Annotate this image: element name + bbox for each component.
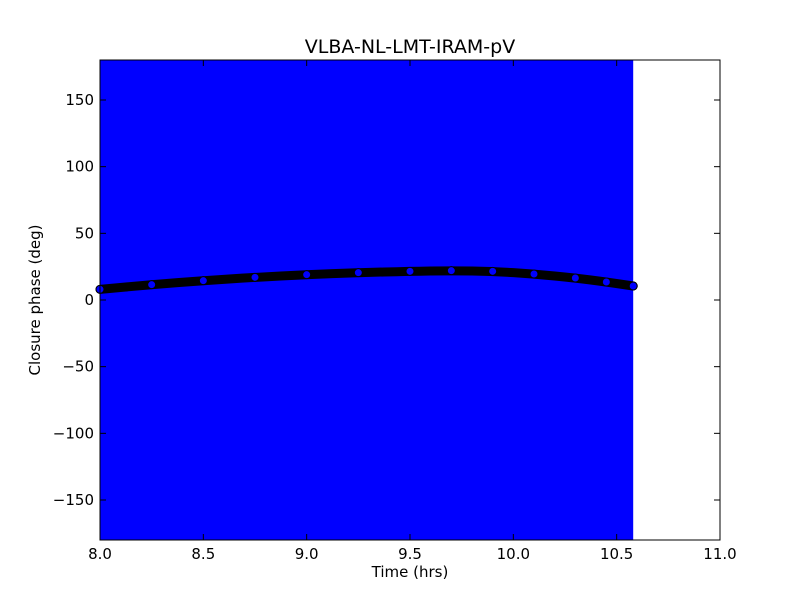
x-tick-label: 9.5 [398,545,422,563]
data-point [405,266,415,276]
x-tick-label: 10.0 [497,545,530,563]
y-tick-label: −150 [53,491,94,509]
y-tick-label: 50 [75,224,94,242]
data-point [488,266,498,276]
data-point [198,276,208,286]
x-tick-label: 9.0 [295,545,319,563]
x-tick-label: 11.0 [703,545,736,563]
x-tick-label: 8.5 [191,545,215,563]
y-tick-label: 150 [65,91,94,109]
y-tick-label: 100 [65,158,94,176]
x-tick-label: 8.0 [88,545,112,563]
data-point [570,273,580,283]
data-point [250,272,260,282]
data-point [302,270,312,280]
y-tick-label: −100 [53,424,94,442]
data-point [529,269,539,279]
y-tick-label: −50 [62,358,94,376]
data-point [147,280,157,290]
data-point [353,268,363,278]
y-axis-label: Closure phase (deg) [26,225,44,376]
series-trace [95,266,638,294]
chart-title: VLBA-NL-LMT-IRAM-pV [305,36,515,58]
data-point [601,277,611,287]
x-tick-label: 10.5 [600,545,633,563]
y-tick-label: 0 [84,291,94,309]
error-band [100,60,634,540]
data-point [628,281,638,291]
x-axis-label: Time (hrs) [371,563,449,581]
data-point [446,266,456,276]
